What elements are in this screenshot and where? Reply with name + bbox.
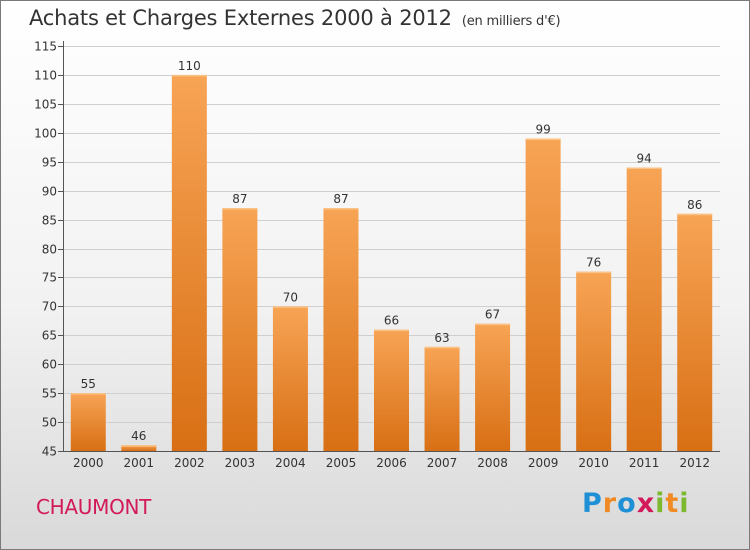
chart-title-text: Achats et Charges Externes 2000 à 2012 xyxy=(29,6,452,30)
axes: 45 50 55 60 65 70 75 80 85 90 95 100 105 110 115 xyxy=(34,40,720,459)
bar-highlight xyxy=(171,74,207,77)
x-tick-label: 2010 xyxy=(578,456,609,470)
bar-highlight xyxy=(272,306,308,308)
labels: 55 2000 46 2001 110 2002 87 2003 70 2004 87 2005 66 2… xyxy=(73,59,710,470)
y-tick-label: 65 xyxy=(42,329,57,343)
x-tick-label: 2005 xyxy=(326,456,357,470)
bar xyxy=(323,208,359,451)
bar xyxy=(374,329,409,451)
y-tick-label: 50 xyxy=(42,416,57,430)
bar xyxy=(171,74,207,451)
y-tick-label: 95 xyxy=(42,156,57,170)
data-label: 67 xyxy=(485,308,500,322)
bar-highlight xyxy=(222,208,258,210)
chart-title: Achats et Charges Externes 2000 à 2012 (e… xyxy=(29,6,561,30)
data-label: 63 xyxy=(434,331,449,345)
bar-highlight xyxy=(576,271,612,274)
commune-name: CHAUMONT xyxy=(36,495,152,519)
logo-letter: i xyxy=(655,488,666,519)
bar xyxy=(525,138,561,452)
y-tick-label: 60 xyxy=(42,358,57,372)
data-label: 110 xyxy=(178,59,201,73)
x-tick-label: 2011 xyxy=(629,456,660,470)
bar xyxy=(626,167,662,451)
logo-letter: o xyxy=(617,488,637,519)
data-label: 46 xyxy=(131,429,146,443)
bar-highlight xyxy=(626,167,662,169)
bar-highlight xyxy=(424,346,460,349)
bar xyxy=(424,346,460,451)
bar-highlight xyxy=(374,329,409,331)
x-tick-label: 2004 xyxy=(275,456,306,470)
x-tick-label: 2008 xyxy=(477,456,508,470)
data-label: 55 xyxy=(81,377,96,391)
y-tick-label: 80 xyxy=(42,243,57,257)
data-label: 66 xyxy=(384,314,399,328)
bar-highlight xyxy=(475,323,511,326)
bar xyxy=(121,445,157,451)
bar xyxy=(70,393,106,451)
data-label: 87 xyxy=(333,192,348,206)
y-tick-label: 75 xyxy=(42,271,57,285)
y-tick-label: 100 xyxy=(34,127,57,141)
x-tick-label: 2012 xyxy=(679,456,710,470)
bar xyxy=(272,306,308,451)
y-tick-label: 90 xyxy=(42,185,57,199)
unit-label: (en milliers d'€) xyxy=(461,14,561,29)
bar xyxy=(576,271,612,451)
logo-letter: t xyxy=(665,488,680,519)
x-tick-label: 2009 xyxy=(528,456,559,470)
y-tick-label: 85 xyxy=(42,214,57,228)
bar-highlight xyxy=(525,138,561,141)
bars xyxy=(70,74,713,452)
logo-letter: x xyxy=(636,488,656,519)
bar xyxy=(677,213,713,451)
x-tick-label: 2001 xyxy=(124,456,155,470)
y-tick-label: 70 xyxy=(42,300,57,314)
data-label: 94 xyxy=(637,152,652,166)
data-label: 86 xyxy=(687,198,702,212)
data-label: 99 xyxy=(535,123,550,137)
data-label: 76 xyxy=(586,256,601,270)
bar-highlight xyxy=(121,445,157,447)
bar-highlight xyxy=(70,393,106,395)
y-tick-label: 110 xyxy=(34,69,57,83)
bar xyxy=(222,208,258,451)
x-tick-label: 2003 xyxy=(225,456,256,470)
y-tick-label: 45 xyxy=(42,445,57,459)
logo-letter: i xyxy=(679,488,690,519)
y-tick-label: 105 xyxy=(34,98,57,112)
data-label: 70 xyxy=(283,290,298,304)
logo-letter: r xyxy=(602,488,618,519)
x-tick-label: 2000 xyxy=(73,456,104,470)
logo-letter: P xyxy=(582,488,603,519)
y-tick-label: 115 xyxy=(34,40,57,54)
proxiti-logo: Proxiti xyxy=(582,488,690,519)
y-tick-label: 55 xyxy=(42,387,57,401)
bar xyxy=(475,323,511,451)
x-tick-label: 2002 xyxy=(174,456,205,470)
bar-highlight xyxy=(323,208,359,210)
data-label: 87 xyxy=(232,192,247,206)
x-tick-label: 2007 xyxy=(427,456,458,470)
bar-highlight xyxy=(677,213,713,216)
x-tick-label: 2006 xyxy=(376,456,407,470)
